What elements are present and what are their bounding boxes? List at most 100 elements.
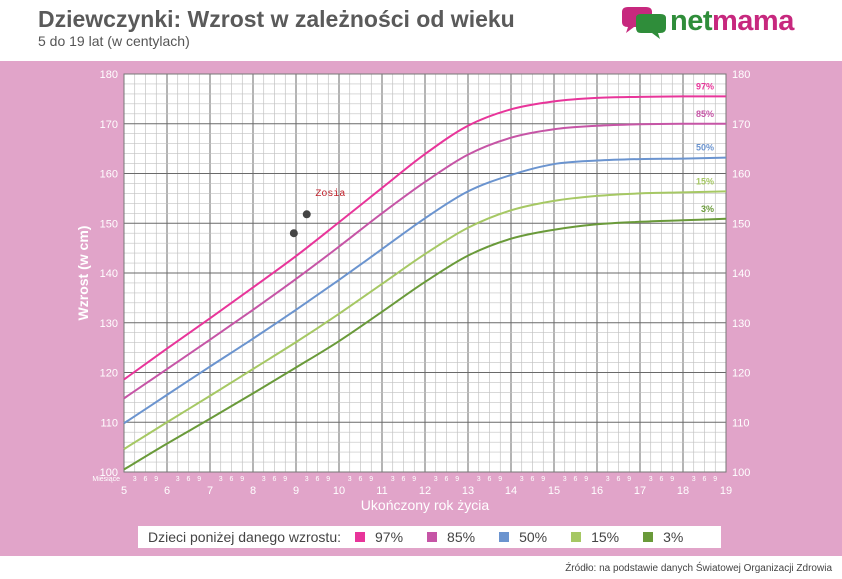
series-line-50: [123, 156, 727, 425]
x-tick-label: 15: [548, 485, 560, 497]
series-line-97: [123, 95, 727, 381]
x-tick-label: 19: [720, 485, 732, 497]
month-tick-label: 6: [359, 476, 363, 483]
y-tick-label-left: 180: [100, 69, 118, 81]
legend-item-97: 97%: [355, 529, 403, 545]
x-tick-label: 17: [634, 485, 646, 497]
month-tick-label: 6: [445, 476, 449, 483]
month-tick-label: 6: [660, 476, 664, 483]
series-label-97: 97%: [696, 81, 714, 91]
month-tick-label: 3: [262, 476, 266, 483]
x-tick-label: 14: [505, 485, 517, 497]
month-tick-label: 3: [348, 476, 352, 483]
month-tick-label: 6: [703, 476, 707, 483]
logo-net: net: [670, 5, 713, 37]
series-line-15: [123, 190, 727, 450]
y-tick-label-left: 120: [100, 368, 118, 380]
legend-swatch-3: [643, 532, 654, 542]
y-tick-label-right: 160: [732, 169, 750, 181]
y-tick-label-left: 160: [100, 169, 118, 181]
month-tick-label: 3: [133, 476, 137, 483]
x-axis-label: Ukończony rok życia: [361, 497, 490, 513]
series-label-3: 3%: [701, 204, 714, 214]
month-tick-label: 6: [531, 476, 535, 483]
data-point-1: [289, 229, 298, 238]
y-tick-label-left: 140: [100, 268, 118, 280]
month-tick-label: 3: [477, 476, 481, 483]
x-tick-label: 10: [333, 485, 345, 497]
legend-swatch-97: [355, 532, 365, 542]
month-tick-label: 3: [391, 476, 395, 483]
page-subtitle: 5 do 19 lat (w centylach): [38, 33, 190, 49]
series-label-15: 15%: [696, 176, 714, 186]
series-line-85: [123, 122, 727, 400]
annotation-zosia: Zosia: [315, 188, 345, 200]
month-tick-label: 9: [455, 476, 459, 483]
chart-legend: Dzieci poniżej danego wzrostu: 97% 85% 5…: [138, 526, 721, 548]
month-tick-label: 9: [369, 476, 373, 483]
legend-item-3: 3%: [643, 529, 683, 545]
month-tick-label: 9: [627, 476, 631, 483]
y-tick-label-right: 110: [732, 417, 750, 429]
y-tick-label-right: 150: [732, 218, 750, 230]
month-tick-label: 3: [606, 476, 610, 483]
y-tick-label-left: 130: [100, 318, 118, 330]
x-tick-label: 5: [121, 485, 127, 497]
month-tick-label: 6: [316, 476, 320, 483]
logo-mama: mama: [712, 5, 794, 37]
y-tick-label-right: 130: [732, 318, 750, 330]
month-tick-label: 3: [219, 476, 223, 483]
x-tick-label: 12: [419, 485, 431, 497]
month-tick-label: 9: [584, 476, 588, 483]
month-tick-label: 9: [154, 476, 158, 483]
y-tick-label-right: 120: [732, 368, 750, 380]
month-tick-label: 6: [144, 476, 148, 483]
months-label: Miesiące: [92, 476, 120, 483]
legend-swatch-50: [499, 532, 510, 542]
legend-swatch-85: [427, 532, 438, 542]
x-tick-label: 11: [376, 485, 387, 497]
legend-item-15: 15%: [571, 529, 619, 545]
month-tick-label: 3: [305, 476, 309, 483]
legend-label: Dzieci poniżej danego wzrostu:: [148, 529, 341, 545]
x-tick-label: 16: [591, 485, 603, 497]
x-tick-label: 18: [677, 485, 689, 497]
month-tick-label: 9: [498, 476, 502, 483]
x-tick-label: 8: [250, 485, 256, 497]
month-tick-label: 6: [273, 476, 277, 483]
month-tick-label: 9: [326, 476, 330, 483]
month-tick-label: 6: [617, 476, 621, 483]
month-tick-label: 9: [412, 476, 416, 483]
x-tick-label: 9: [293, 485, 299, 497]
month-tick-label: 3: [563, 476, 567, 483]
y-tick-label-right: 170: [732, 119, 750, 131]
month-tick-label: 3: [176, 476, 180, 483]
y-tick-label-left: 100: [100, 467, 118, 479]
y-tick-label-left: 110: [100, 417, 118, 429]
month-tick-label: 3: [649, 476, 653, 483]
y-tick-label-left: 150: [100, 218, 118, 230]
series-label-85: 85%: [696, 109, 714, 119]
y-tick-label-right: 180: [732, 69, 750, 81]
netmama-logo[interactable]: netmama: [620, 5, 835, 40]
month-tick-label: 6: [230, 476, 234, 483]
month-tick-label: 9: [670, 476, 674, 483]
month-tick-label: 6: [574, 476, 578, 483]
source-note: Źródło: na podstawie danych Światowej Or…: [565, 563, 832, 574]
month-tick-label: 6: [187, 476, 191, 483]
month-tick-label: 3: [434, 476, 438, 483]
plot-frame: [123, 73, 727, 473]
month-tick-label: 3: [520, 476, 524, 483]
series-line-3: [123, 217, 727, 471]
month-tick-label: 9: [541, 476, 545, 483]
month-tick-label: 9: [240, 476, 244, 483]
month-tick-label: 6: [488, 476, 492, 483]
month-tick-label: 9: [713, 476, 717, 483]
y-axis-label: Wzrost (w cm): [75, 226, 91, 321]
legend-item-50: 50%: [499, 529, 547, 545]
legend-item-85: 85%: [427, 529, 475, 545]
month-tick-label: 9: [197, 476, 201, 483]
speech-bubbles-icon: [622, 7, 666, 39]
data-point-2: [302, 210, 311, 219]
y-tick-label-right: 100: [732, 467, 750, 479]
